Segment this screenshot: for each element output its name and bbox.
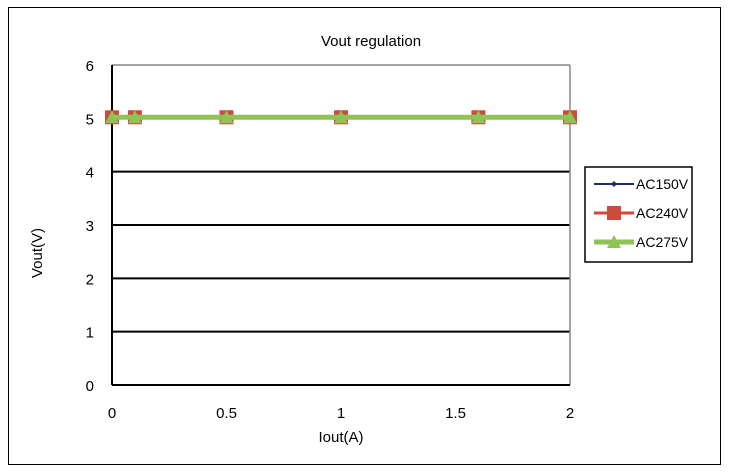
y-tick-label: 6 (86, 58, 94, 75)
point-triangle (105, 110, 119, 124)
y-tick-label: 1 (86, 325, 94, 342)
x-tick-label: 0 (108, 405, 116, 422)
legend-label-AC150V: AC150V (636, 176, 689, 192)
y-tick-label: 4 (86, 165, 94, 182)
point-triangle (127, 110, 142, 124)
legend: AC150V AC240V AC275V (584, 166, 693, 263)
x-tick-label: 0.5 (216, 405, 237, 422)
x-tick-label: 1 (337, 405, 345, 422)
y-tick-label: 5 (86, 111, 94, 128)
y-tick-label: 2 (86, 271, 94, 288)
x-axis-label: Iout(A) (318, 429, 363, 446)
legend-label-AC240V: AC240V (636, 205, 689, 221)
y-tick-label: 3 (86, 218, 94, 235)
y-axis-label: Vout(V) (29, 228, 46, 278)
tick-labels: 0 1 2 3 4 5 6 0 0.5 1 1.5 2 (86, 58, 575, 422)
point-square (607, 206, 621, 220)
point-triangle (334, 110, 348, 124)
chart-title: Vout regulation (321, 33, 421, 50)
point-triangle (219, 110, 234, 124)
y-tick-label: 0 (86, 378, 94, 395)
x-tick-label: 2 (566, 405, 574, 422)
grid-lines (112, 117, 570, 333)
legend-label-AC275V: AC275V (636, 234, 689, 250)
point-triangle (471, 110, 486, 124)
point-triangle (563, 110, 577, 124)
point-triangle (607, 235, 621, 248)
point-diamond (611, 181, 617, 187)
series-AC275V (105, 110, 577, 124)
x-tick-label: 1.5 (445, 405, 466, 422)
series-lines (105, 110, 577, 125)
